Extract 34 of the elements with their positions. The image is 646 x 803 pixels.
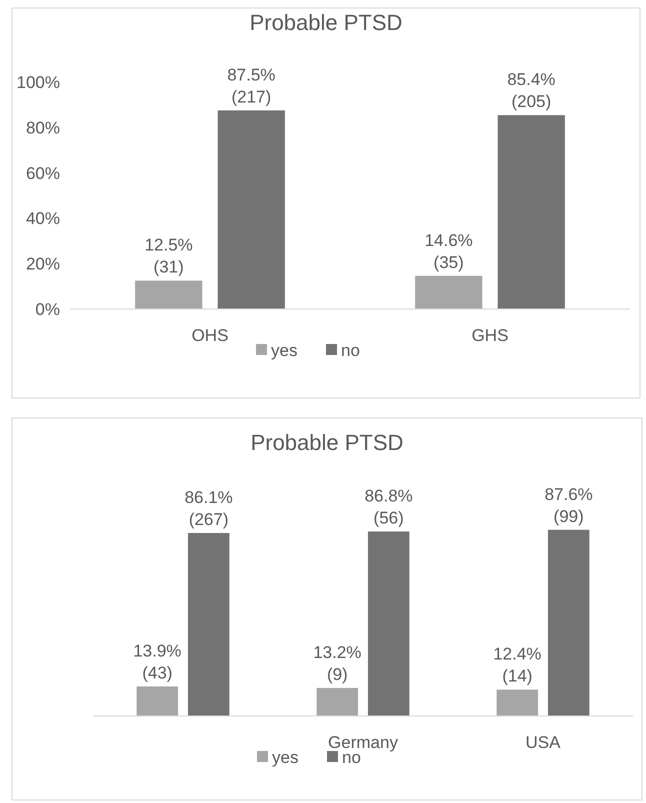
x-tick-label: GHS xyxy=(472,326,508,345)
data-label: 12.4% (14) xyxy=(493,644,542,686)
bar xyxy=(136,686,178,716)
data-label: 87.5% (217) xyxy=(227,65,276,106)
bar xyxy=(218,110,285,309)
chart-title: Probable PTSD xyxy=(250,430,404,455)
legend-label: yes xyxy=(272,748,298,767)
data-label: 85.4% (205) xyxy=(507,70,556,112)
bar xyxy=(498,115,565,309)
bar xyxy=(316,688,358,716)
data-label: 13.2% (9) xyxy=(313,642,362,684)
bar xyxy=(368,531,410,716)
data-label: 86.1% (267) xyxy=(184,488,233,529)
data-label: 87.6% (99) xyxy=(544,484,593,526)
x-tick-label: USA xyxy=(526,733,562,752)
data-label: 13.9% (43) xyxy=(133,641,182,682)
data-label: 12.5% (31) xyxy=(144,236,193,277)
x-tick-label: OHS xyxy=(192,326,228,345)
y-tick-label: 100% xyxy=(16,72,60,92)
bar xyxy=(548,530,590,716)
legend-label: no xyxy=(341,340,360,360)
y-tick-label: 80% xyxy=(26,118,60,138)
y-tick-label: 20% xyxy=(26,254,60,274)
y-tick-label: 40% xyxy=(26,209,60,228)
bar xyxy=(135,280,202,309)
y-tick-label: 60% xyxy=(26,164,60,183)
bar xyxy=(496,690,538,716)
data-label: 14.6% (35) xyxy=(424,230,473,272)
legend-label: yes xyxy=(271,340,298,360)
data-label: 86.8% (56) xyxy=(364,486,413,528)
bar xyxy=(188,532,230,716)
bar xyxy=(415,276,482,309)
y-tick-label: 0% xyxy=(35,300,60,319)
chart-title: Probable PTSD xyxy=(250,10,402,35)
